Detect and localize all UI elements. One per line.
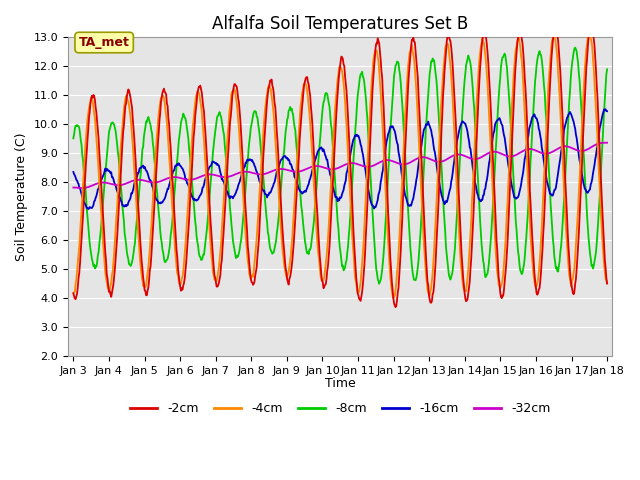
X-axis label: Time: Time [325, 377, 356, 390]
Legend: -2cm, -4cm, -8cm, -16cm, -32cm: -2cm, -4cm, -8cm, -16cm, -32cm [125, 397, 556, 420]
Y-axis label: Soil Temperature (C): Soil Temperature (C) [15, 132, 28, 261]
Title: Alfalfa Soil Temperatures Set B: Alfalfa Soil Temperatures Set B [212, 15, 468, 33]
Text: TA_met: TA_met [79, 36, 129, 49]
